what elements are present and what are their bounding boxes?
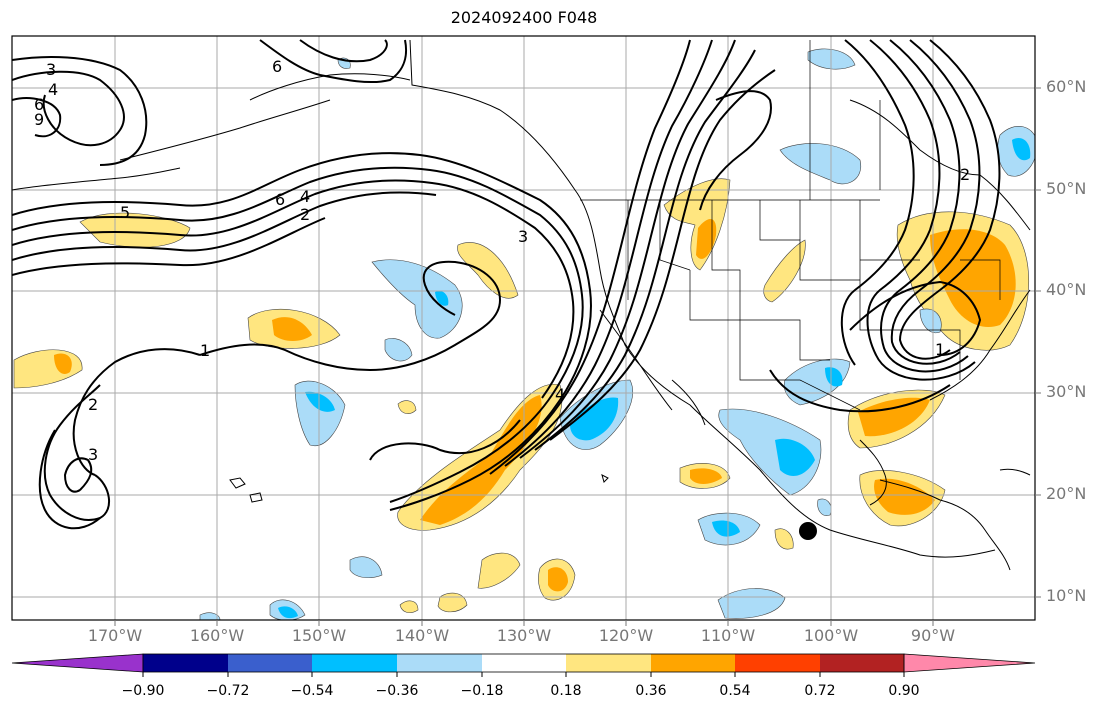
lon-label: 120°W	[598, 626, 654, 645]
colorbar-tick-label: 0.18	[550, 683, 582, 699]
colorbar-segment	[11, 653, 144, 673]
colorbar-tick-label: 0.36	[635, 683, 667, 699]
contour-label: 3	[518, 227, 528, 246]
lon-ticks	[114, 620, 934, 626]
contour-label: 2	[88, 395, 98, 414]
colorbar-segment	[820, 654, 904, 672]
colorbar-segment	[482, 654, 566, 672]
lon-label: 150°W	[291, 626, 347, 645]
contour-label: 3	[88, 445, 98, 464]
colorbar-tick-label: −0.36	[375, 683, 419, 699]
colorbar-tick-label: −0.72	[206, 683, 250, 699]
contour-label: 4	[555, 385, 565, 404]
lat-label: 30°N	[1046, 382, 1087, 401]
colorbar-tick-label: 0.72	[804, 683, 836, 699]
political-borders	[580, 40, 1001, 411]
contour-label: 2	[300, 205, 310, 224]
contour-label: 6	[34, 95, 44, 114]
lon-label: 100°W	[803, 626, 859, 645]
contour-label: 4	[48, 80, 58, 99]
colorbar-tick-label: −0.18	[460, 683, 504, 699]
negative-anomaly-shading	[199, 48, 1035, 620]
storm-center-marker	[799, 522, 817, 540]
contour-label: 6	[272, 57, 282, 76]
colorbar-tick-label: −0.54	[290, 683, 334, 699]
contour-label-group: 3 4 6 9 6 5 6 4 2 3 1 2 3 4 2 1	[34, 57, 970, 464]
lat-ticks	[1035, 87, 1041, 598]
lon-label: 130°W	[496, 626, 552, 645]
contour-label: 6	[275, 190, 285, 209]
contour-label: 9	[34, 110, 44, 129]
lon-label: 90°W	[910, 626, 956, 645]
colorbar	[11, 653, 1036, 677]
colorbar-segment	[651, 654, 735, 672]
lon-label: 110°W	[700, 626, 756, 645]
lon-label: 170°W	[87, 626, 143, 645]
contour-label: 3	[46, 60, 56, 79]
map-title: 2024092400 F048	[450, 8, 598, 27]
contour-label: 1	[200, 341, 210, 360]
contour-label: 1	[935, 340, 945, 359]
height-contours	[12, 39, 1001, 530]
colorbar-tick-label: −0.90	[121, 683, 165, 699]
colorbar-segment	[735, 654, 820, 672]
colorbar-segment	[903, 653, 1036, 673]
contour-label: 5	[120, 203, 130, 222]
colorbar-segment	[397, 654, 482, 672]
lat-label: 20°N	[1046, 484, 1087, 503]
lon-label: 140°W	[394, 626, 450, 645]
lat-label: 40°N	[1046, 280, 1087, 299]
contour-label: 2	[960, 165, 970, 184]
positive-anomaly-shading	[13, 178, 1030, 614]
contour-label: 4	[300, 187, 310, 206]
lon-label: 160°W	[189, 626, 245, 645]
colorbar-segment	[566, 654, 651, 672]
lat-label: 50°N	[1046, 179, 1087, 198]
colorbar-tick-label: 0.90	[888, 683, 920, 699]
colorbar-segment	[312, 654, 397, 672]
graticule	[12, 36, 1035, 620]
colorbar-tick-label: 0.54	[719, 683, 751, 699]
colorbar-segment	[143, 654, 228, 672]
lat-label: 60°N	[1046, 77, 1087, 96]
colorbar-segment	[228, 654, 312, 672]
colorbar-outline	[142, 653, 905, 673]
lat-label: 10°N	[1046, 586, 1087, 605]
